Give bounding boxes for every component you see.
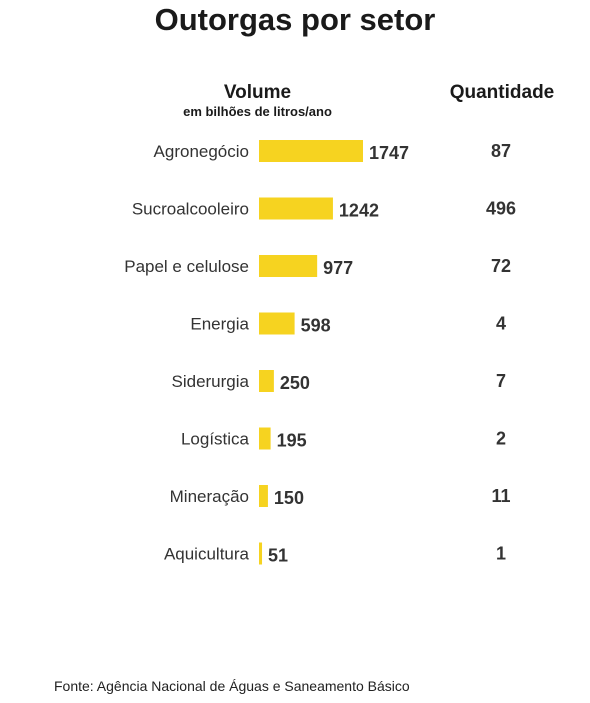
volume-column-header: Volume: [223, 82, 292, 103]
volume-value-label: 1747: [369, 143, 409, 163]
volume-bar: [259, 197, 333, 220]
volume-value-label: 250: [280, 373, 310, 393]
volume-bar: [259, 485, 268, 507]
quantity-column-header: Quantidade: [449, 82, 555, 103]
volume-bar: [259, 312, 295, 335]
category-label: Logística: [181, 430, 250, 449]
source-note: Fonte: Agência Nacional de Águas e Sanea…: [54, 678, 410, 694]
quantity-value-label: 87: [491, 141, 511, 161]
category-label: Mineração: [170, 487, 249, 506]
quantity-value-label: 4: [496, 314, 506, 334]
volume-value-label: 150: [274, 488, 304, 508]
category-label: Aquicultura: [164, 545, 250, 564]
volume-bar: [259, 370, 274, 392]
volume-value-label: 195: [277, 431, 307, 451]
volume-bar: [259, 542, 263, 565]
quantity-value-label: 7: [496, 371, 506, 391]
category-label: Papel e celulose: [124, 257, 249, 276]
volume-value-label: 598: [301, 316, 331, 336]
quantity-value-label: 1: [496, 544, 506, 564]
category-label: Agronegócio: [154, 142, 249, 161]
quantity-value-label: 72: [491, 256, 511, 276]
volume-unit-label: em bilhões de litros/ano: [183, 104, 332, 119]
volume-bar: [259, 427, 271, 450]
category-label: Sucroalcooleiro: [132, 200, 249, 219]
chart-title: Outorgas por setor: [154, 2, 436, 37]
quantity-value-label: 496: [486, 199, 516, 219]
volume-value-label: 1242: [339, 201, 379, 221]
category-label: Energia: [190, 315, 249, 334]
volume-value-label: 51: [268, 546, 288, 566]
category-label: Siderurgia: [172, 372, 250, 391]
quantity-value-label: 11: [491, 486, 510, 506]
volume-bar: [259, 140, 363, 162]
volume-bar: [259, 255, 318, 277]
volume-value-label: 977: [323, 258, 353, 278]
quantity-value-label: 2: [496, 429, 506, 449]
